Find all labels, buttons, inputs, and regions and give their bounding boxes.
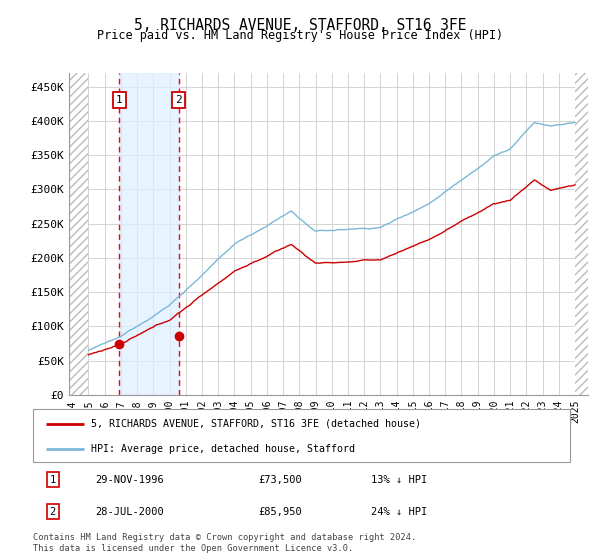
Bar bbox=[69, 73, 88, 395]
Text: 5, RICHARDS AVENUE, STAFFORD, ST16 3FE (detached house): 5, RICHARDS AVENUE, STAFFORD, ST16 3FE (… bbox=[91, 419, 421, 429]
Text: 13% ↓ HPI: 13% ↓ HPI bbox=[371, 475, 428, 484]
Text: HPI: Average price, detached house, Stafford: HPI: Average price, detached house, Staf… bbox=[91, 444, 355, 454]
Text: 29-NOV-1996: 29-NOV-1996 bbox=[95, 475, 164, 484]
Text: 28-JUL-2000: 28-JUL-2000 bbox=[95, 507, 164, 517]
Bar bbox=[575, 73, 591, 395]
Text: 5, RICHARDS AVENUE, STAFFORD, ST16 3FE: 5, RICHARDS AVENUE, STAFFORD, ST16 3FE bbox=[134, 18, 466, 33]
Text: Price paid vs. HM Land Registry's House Price Index (HPI): Price paid vs. HM Land Registry's House … bbox=[97, 29, 503, 42]
Text: 1: 1 bbox=[50, 475, 56, 484]
Text: 2: 2 bbox=[50, 507, 56, 517]
Text: 1: 1 bbox=[116, 95, 123, 105]
Bar bbox=[69, 73, 88, 395]
Text: 2: 2 bbox=[175, 95, 182, 105]
Bar bbox=[575, 73, 591, 395]
Bar bbox=[119, 73, 179, 395]
Text: Contains HM Land Registry data © Crown copyright and database right 2024.
This d: Contains HM Land Registry data © Crown c… bbox=[33, 533, 416, 553]
Text: 24% ↓ HPI: 24% ↓ HPI bbox=[371, 507, 428, 517]
Text: £85,950: £85,950 bbox=[259, 507, 302, 517]
Text: £73,500: £73,500 bbox=[259, 475, 302, 484]
